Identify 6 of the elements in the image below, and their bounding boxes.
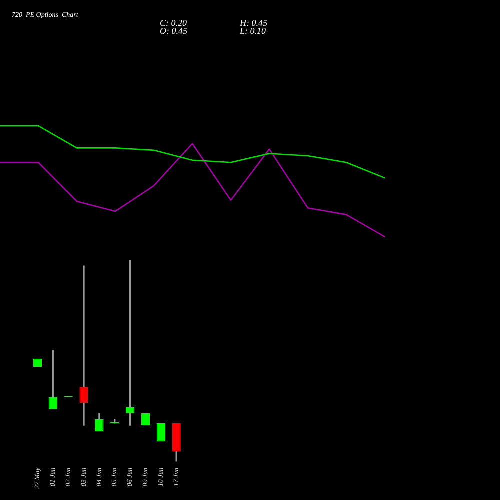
text: O: 0.45 xyxy=(160,26,188,36)
candlestick xyxy=(156,423,166,442)
candlestick xyxy=(80,266,88,426)
text: C: 0.20 xyxy=(160,18,188,28)
text: H: 0.45 xyxy=(240,18,268,28)
text: L: 0.10 xyxy=(240,26,266,36)
